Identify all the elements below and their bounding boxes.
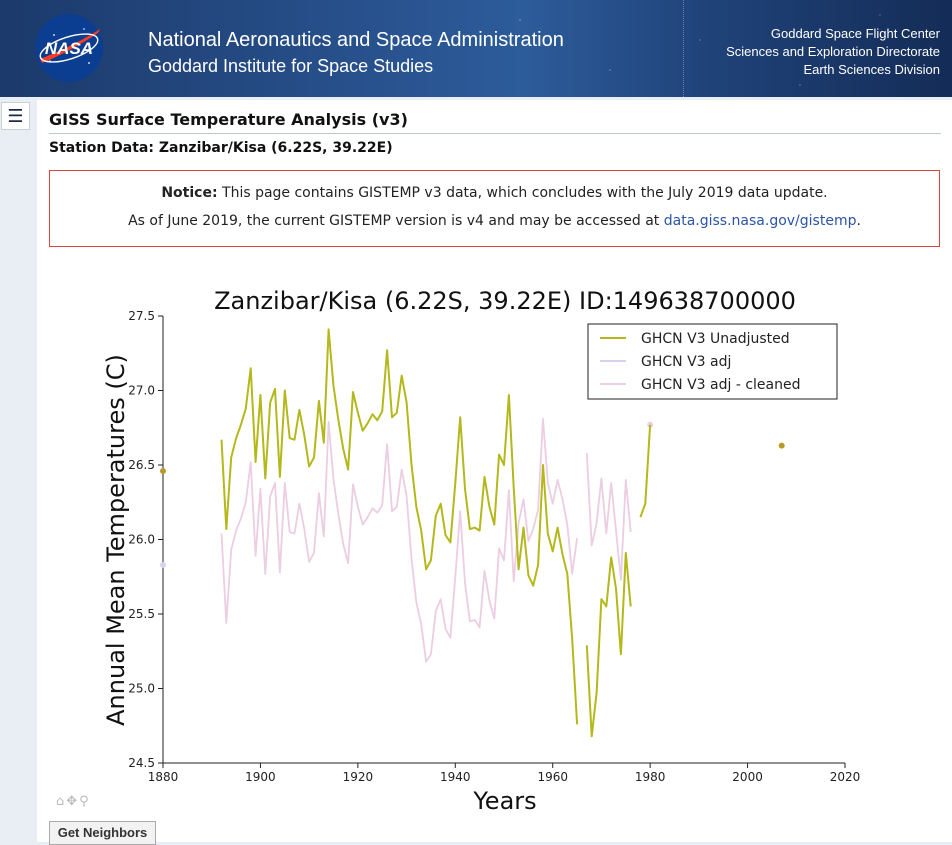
affiliation-sed[interactable]: Sciences and Exploration Directorate [726, 44, 940, 59]
notice-text-1: This page contains GISTEMP v3 data, whic… [217, 185, 828, 201]
header-banner: NASA National Aeronautics and Space Admi… [0, 0, 952, 97]
gistemp-link[interactable]: data.giss.nasa.gov/gistemp [663, 213, 857, 229]
notice-box: Notice: This page contains GISTEMP v3 da… [49, 170, 940, 247]
notice-line-2: As of June 2019, the current GISTEMP ver… [50, 213, 939, 229]
station-title: Station Data: Zanzibar/Kisa (6.22S, 39.2… [49, 140, 393, 156]
zoom-icon[interactable]: ⚲ [79, 794, 89, 809]
notice-line-1: Notice: This page contains GISTEMP v3 da… [50, 185, 939, 201]
affiliation-esd[interactable]: Earth Sciences Division [803, 62, 940, 77]
pan-icon[interactable]: ✥ [66, 794, 78, 809]
affiliation-gsfc[interactable]: Goddard Space Flight Center [770, 26, 940, 41]
banner-divider [683, 0, 684, 97]
hamburger-menu-icon[interactable]: ☰ [1, 102, 30, 130]
header-affiliations: Goddard Space Flight Center Sciences and… [726, 25, 940, 79]
page-title: GISS Surface Temperature Analysis (v3) [49, 110, 941, 134]
plot-tools: ⌂ ✥ ⚲ [56, 794, 89, 809]
nasa-logo-text: NASA [45, 39, 93, 58]
notice-label: Notice: [161, 185, 218, 201]
nasa-logo[interactable]: NASA [34, 13, 104, 83]
get-neighbors-button[interactable]: Get Neighbors [49, 821, 156, 845]
banner-starfield [0, 0, 952, 97]
notice-text-2: As of June 2019, the current GISTEMP ver… [128, 213, 664, 229]
org-subtitle[interactable]: Goddard Institute for Space Studies [148, 56, 434, 76]
home-icon[interactable]: ⌂ [56, 794, 65, 809]
notice-text-2-end: . [856, 213, 861, 229]
main-content: GISS Surface Temperature Analysis (v3) S… [37, 100, 952, 842]
org-title[interactable]: National Aeronautics and Space Administr… [148, 29, 564, 51]
